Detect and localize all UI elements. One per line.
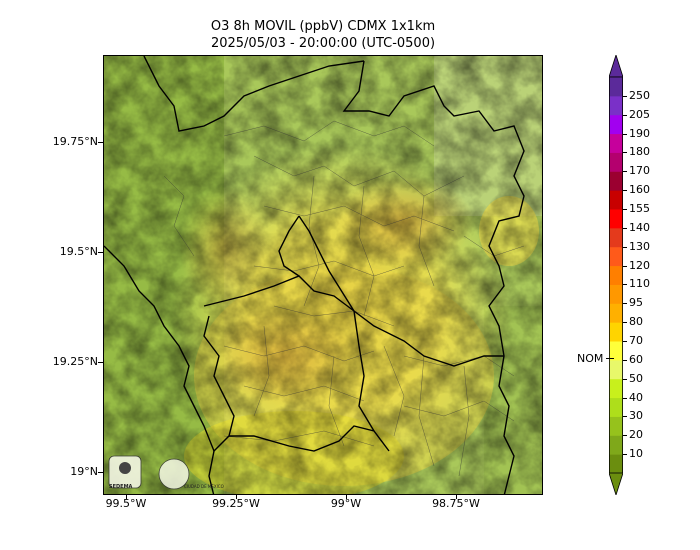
- colorbar-tick: [623, 454, 627, 456]
- colorbar-tick: [623, 95, 627, 97]
- x-tick: [236, 495, 237, 499]
- colorbar-segment: [609, 133, 623, 153]
- colorbar-tick: [623, 114, 627, 116]
- colorbar-tick-label: 20: [629, 428, 643, 442]
- colorbar-segment: [609, 227, 623, 248]
- colorbar-segment: [609, 114, 623, 135]
- colorbar-tick: [623, 397, 627, 399]
- map-title-line2: 2025/05/03 - 20:00:00 (UTC-0500): [210, 36, 436, 51]
- y-tick: [98, 362, 103, 363]
- colorbar-top-extension: [609, 55, 623, 78]
- colorbar-tick-label: 30: [629, 409, 643, 423]
- colorbar-tick-label: 110: [629, 277, 650, 291]
- y-tick: [98, 472, 103, 473]
- colorbar: [609, 55, 623, 495]
- colorbar-segment: [609, 454, 623, 474]
- nom-label: NOM: [577, 352, 604, 365]
- colorbar-tick-label: 190: [629, 126, 650, 140]
- colorbar-bottom-extension: [609, 472, 623, 495]
- colorbar-segment: [609, 435, 623, 455]
- map-panel[interactable]: [103, 55, 543, 495]
- colorbar-tick-label: 95: [629, 296, 643, 310]
- nom-tick: [606, 358, 614, 359]
- colorbar-tick-label: 60: [629, 352, 643, 366]
- colorbar-segment: [609, 284, 623, 304]
- colorbar-tick: [623, 265, 627, 267]
- x-tick-label: 99.25°W: [212, 497, 260, 510]
- colorbar-segment: [609, 303, 623, 323]
- colorbar-tick-label: 70: [629, 334, 643, 347]
- cdmx-logo-text: CIUDAD DE MÉXICO: [184, 484, 224, 489]
- colorbar-tick-label: 180: [629, 145, 650, 159]
- y-tick-label: 19°N: [70, 465, 98, 478]
- colorbar-tick: [623, 303, 627, 305]
- colorbar-segment: [609, 359, 623, 380]
- colorbar-segment: [609, 397, 623, 417]
- colorbar-segment: [609, 209, 623, 229]
- colorbar-tick: [623, 246, 627, 248]
- colorbar-segment: [609, 152, 623, 172]
- y-tick: [98, 142, 103, 143]
- colorbar-segment: [609, 190, 623, 210]
- colorbar-tick-label: 170: [629, 164, 650, 178]
- map-title-line1: O3 8h MOVIL (ppbV) CDMX 1x1km: [210, 19, 436, 34]
- colorbar-tick: [623, 227, 627, 229]
- map-title: O3 8h MOVIL (ppbV) CDMX 1x1km 2025/05/03…: [103, 18, 543, 52]
- colorbar-tick-label: 160: [629, 183, 650, 197]
- colorbar-border: [609, 76, 623, 474]
- colorbar-tick-label: 80: [629, 315, 643, 329]
- colorbar-segment: [609, 95, 623, 116]
- colorbar-tick: [623, 378, 627, 380]
- colorbar-tick-label: 130: [629, 239, 650, 253]
- colorbar-tick-label: 10: [629, 447, 643, 461]
- municipal-boundaries: [163, 120, 525, 477]
- colorbar-tick: [623, 435, 627, 437]
- ozone-map: [104, 56, 542, 494]
- y-tick: [98, 252, 103, 253]
- colorbar-tick: [623, 152, 627, 154]
- colorbar-tick-label: 140: [629, 220, 650, 234]
- colorbar-tick: [623, 416, 627, 418]
- x-tick: [456, 495, 457, 499]
- colorbar-tick-label: 250: [629, 88, 650, 102]
- colorbar-tick-label: 205: [629, 107, 650, 121]
- sedema-logo-mark: [119, 462, 131, 474]
- colorbar-segment: [609, 416, 623, 436]
- x-tick-label: 98.75°W: [432, 497, 480, 510]
- colorbar-segment: [609, 171, 623, 191]
- colorbar-tick-label: 40: [629, 390, 643, 404]
- colorbar-segment: [609, 246, 623, 267]
- x-tick-label: 99°W: [330, 497, 362, 510]
- colorbar-tick-label: 50: [629, 371, 643, 385]
- colorbar-tick-label: 155: [629, 202, 650, 215]
- colorbar-segment: [609, 341, 623, 361]
- colorbar-segment: [609, 265, 623, 285]
- x-tick: [126, 495, 127, 499]
- colorbar-tick: [623, 322, 627, 324]
- colorbar-tick-label: 120: [629, 258, 650, 272]
- x-tick: [346, 495, 347, 499]
- y-tick-label: 19.25°N: [52, 355, 98, 368]
- colorbar-tick: [623, 171, 627, 173]
- state-boundaries: [104, 56, 525, 494]
- colorbar-tick: [623, 284, 627, 286]
- y-tick-label: 19.5°N: [59, 245, 98, 258]
- x-tick-label: 99.5°W: [105, 497, 147, 510]
- colorbar-tick: [623, 190, 627, 192]
- cdmx-seal: [158, 458, 190, 490]
- terrain-shading: [104, 56, 542, 494]
- colorbar-tick: [623, 209, 627, 210]
- colorbar-tick: [623, 133, 627, 135]
- sedema-logo-text: SEDEMA: [109, 484, 133, 490]
- colorbar-segment: [609, 322, 623, 342]
- colorbar-tick: [623, 359, 627, 361]
- colorbar-tick: [623, 341, 627, 342]
- colorbar-segment: [609, 77, 623, 97]
- colorbar-segment: [609, 378, 623, 399]
- y-tick-label: 19.75°N: [52, 135, 98, 148]
